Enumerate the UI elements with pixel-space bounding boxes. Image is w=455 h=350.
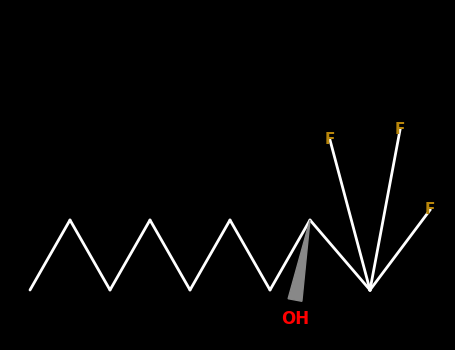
Text: F: F (325, 133, 335, 147)
Polygon shape (288, 220, 310, 301)
Text: OH: OH (281, 310, 309, 328)
Text: F: F (395, 122, 405, 138)
Text: F: F (425, 203, 435, 217)
